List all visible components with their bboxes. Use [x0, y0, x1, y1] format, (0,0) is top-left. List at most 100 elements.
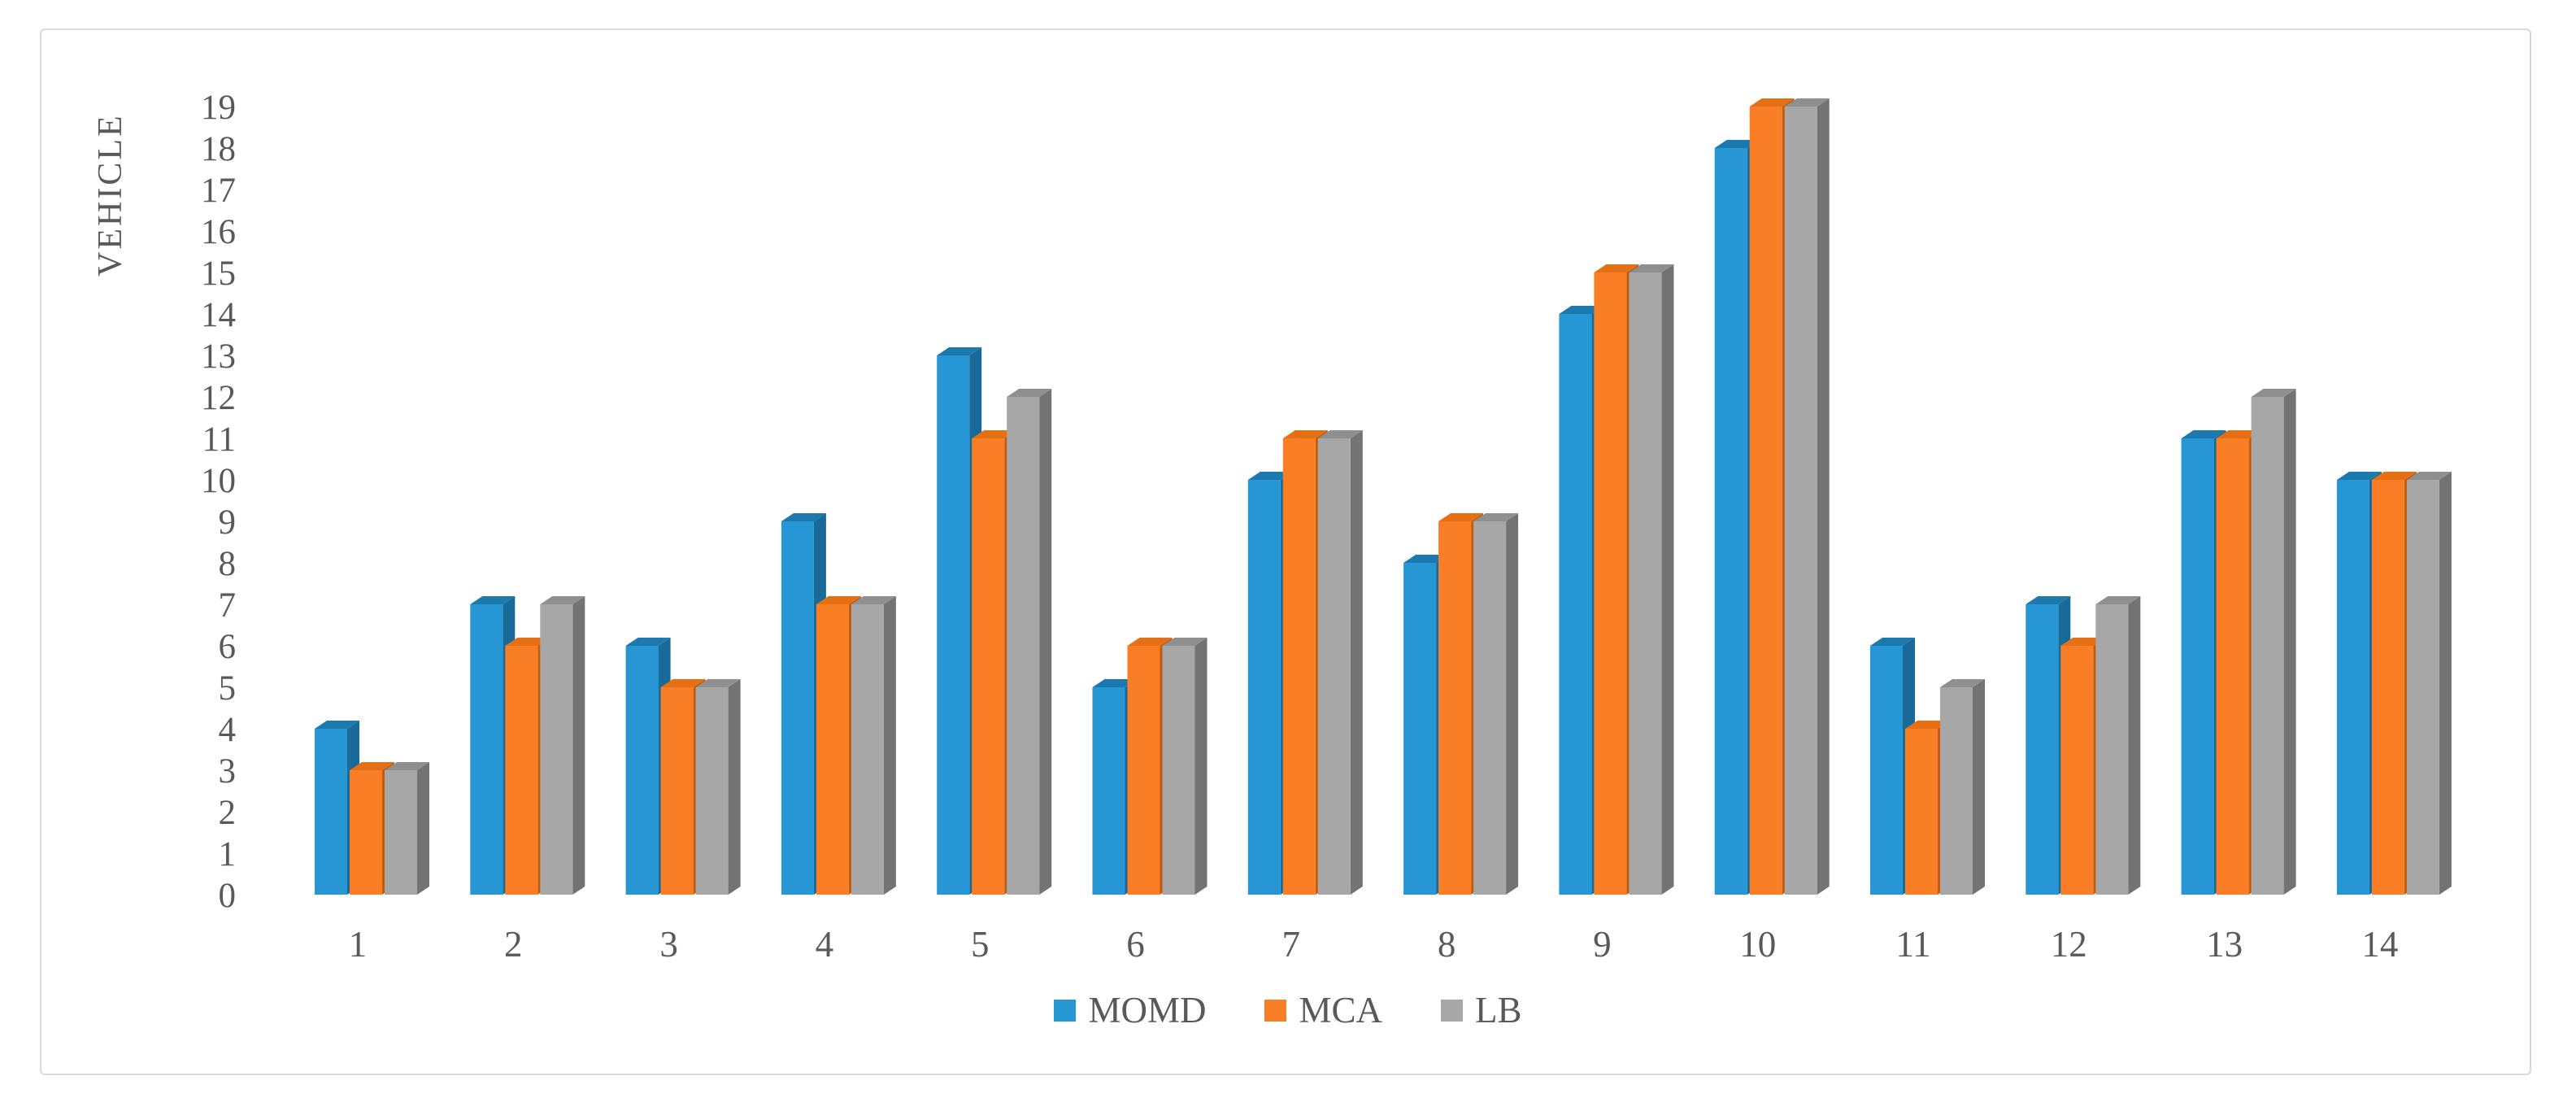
bar-side-lb-13 [2283, 389, 2296, 895]
bar-side-lb-14 [2439, 472, 2452, 895]
bar-top-lb-2 [540, 596, 585, 604]
bar-side-lb-12 [2128, 596, 2141, 895]
y-tick-12: 12 [201, 379, 236, 417]
y-tick-6: 6 [219, 628, 237, 666]
y-tick-17: 17 [201, 172, 236, 210]
bar-top-mca-12 [2060, 638, 2106, 646]
bar-momd-3 [625, 646, 659, 895]
legend-label-lb: LB [1475, 990, 1522, 1030]
bar-top-momd-5 [937, 347, 982, 355]
x-label-12: 12 [2051, 924, 2087, 965]
bar-top-lb-12 [2095, 596, 2141, 604]
bar-top-lb-5 [1007, 389, 1052, 397]
y-tick-13: 13 [201, 338, 236, 376]
bar-momd-14 [2336, 480, 2369, 895]
bar-momd-11 [1870, 646, 1903, 895]
bar-top-mca-11 [1905, 721, 1950, 729]
bar-lb-10 [1784, 107, 1817, 895]
x-label-13: 13 [2206, 924, 2243, 965]
bar-mca-1 [350, 770, 382, 895]
legend-swatch-mca-icon [1264, 1000, 1287, 1022]
bar-lb-6 [1162, 646, 1195, 895]
legend-swatch-momd-icon [1054, 1000, 1077, 1022]
legend-item-mca: MCA [1264, 992, 1382, 1029]
x-label-10: 10 [1739, 924, 1776, 965]
bar-top-lb-3 [695, 679, 741, 687]
bar-mca-13 [2216, 438, 2249, 895]
bar-top-lb-7 [1317, 430, 1363, 438]
bar-top-lb-10 [1784, 98, 1830, 107]
bar-side-lb-3 [728, 679, 741, 895]
bar-momd-1 [315, 729, 347, 895]
y-tick-0: 0 [219, 877, 237, 915]
y-tick-16: 16 [201, 213, 236, 251]
bar-top-momd-6 [1092, 679, 1138, 687]
bar-momd-2 [470, 604, 503, 895]
bar-side-lb-8 [1506, 513, 1519, 895]
x-label-6: 6 [1126, 924, 1145, 965]
y-tick-1: 1 [219, 835, 237, 874]
bar-top-lb-6 [1162, 638, 1208, 646]
bar-lb-4 [851, 604, 884, 895]
bar-top-mca-9 [1594, 264, 1639, 272]
bar-side-lb-2 [572, 596, 585, 895]
bar-lb-7 [1317, 438, 1351, 895]
bar-mca-12 [2060, 646, 2094, 895]
bar-side-lb-11 [1973, 679, 1985, 895]
y-tick-8: 8 [219, 545, 237, 583]
legend-item-lb: LB [1441, 992, 1522, 1029]
x-label-8: 8 [1438, 924, 1456, 965]
bar-side-lb-7 [1350, 430, 1363, 895]
y-tick-19: 19 [201, 89, 236, 127]
bar-momd-6 [1092, 687, 1125, 895]
bar-top-lb-14 [2406, 472, 2452, 480]
y-tick-4: 4 [219, 711, 237, 749]
bar-side-lb-5 [1039, 389, 1052, 895]
bar-top-mca-8 [1438, 513, 1484, 521]
bar-momd-4 [781, 521, 814, 895]
bar-top-lb-9 [1629, 264, 1674, 272]
bar-lb-12 [2095, 604, 2129, 895]
bar-top-momd-2 [470, 596, 516, 604]
bar-lb-3 [695, 687, 729, 895]
y-tick-2: 2 [219, 794, 237, 832]
bar-momd-12 [2026, 604, 2059, 895]
bar-top-momd-11 [1870, 638, 1915, 646]
bar-momd-9 [1559, 314, 1592, 895]
bar-top-momd-9 [1559, 306, 1604, 314]
bar-lb-13 [2251, 397, 2284, 895]
bar-momd-10 [1714, 148, 1747, 895]
bar-mca-8 [1438, 521, 1472, 895]
bar-mca-4 [816, 604, 849, 895]
bar-mca-10 [1749, 107, 1782, 895]
bar-side-lb-9 [1661, 264, 1674, 895]
bar-lb-1 [385, 770, 417, 895]
bar-top-momd-1 [315, 721, 359, 729]
y-tick-14: 14 [201, 296, 236, 334]
bar-side-lb-6 [1194, 638, 1208, 895]
legend-label-momd: MOMD [1088, 990, 1207, 1030]
bar-mca-2 [505, 646, 538, 895]
bar-side-lb-4 [883, 596, 896, 895]
x-label-3: 3 [659, 924, 678, 965]
legend-label-mca: MCA [1299, 990, 1383, 1030]
bar-lb-5 [1007, 397, 1040, 895]
y-tick-9: 9 [219, 503, 237, 542]
bar-top-mca-13 [2216, 430, 2261, 438]
legend-item-momd: MOMD [1054, 992, 1206, 1029]
x-label-11: 11 [1895, 924, 1930, 965]
bar-top-mca-4 [816, 596, 861, 604]
bar-mca-6 [1127, 646, 1160, 895]
y-tick-15: 15 [201, 255, 236, 293]
bar-top-lb-4 [851, 596, 896, 604]
bar-side-lb-1 [417, 762, 429, 895]
bar-top-mca-14 [2371, 472, 2417, 480]
bar-top-momd-10 [1714, 140, 1760, 148]
bar-top-lb-13 [2251, 389, 2296, 397]
bar-mca-14 [2371, 480, 2404, 895]
legend-swatch-lb-icon [1441, 1000, 1464, 1022]
bar-top-mca-1 [350, 762, 394, 770]
bar-lb-2 [540, 604, 573, 895]
bar-top-momd-12 [2026, 596, 2071, 604]
y-tick-11: 11 [202, 420, 236, 459]
